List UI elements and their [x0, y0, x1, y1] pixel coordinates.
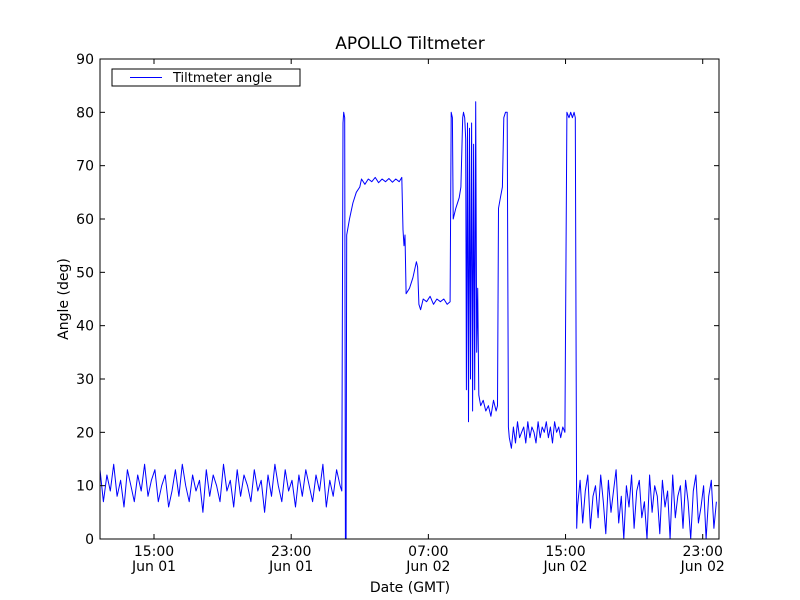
x-tick-label-time: 23:00 [683, 544, 723, 560]
y-tick-label: 20 [76, 425, 94, 441]
x-tick-label-date: Jun 02 [405, 559, 450, 575]
y-tick-label: 40 [76, 319, 94, 335]
legend: Tiltmeter angle [111, 68, 301, 87]
y-axis: 0 10 20 30 40 50 60 70 80 90 [76, 52, 719, 548]
y-tick-label: 90 [76, 52, 94, 68]
y-axis-label: Angle (deg) [56, 258, 72, 340]
axes-frame [99, 58, 720, 540]
y-tick-label: 10 [76, 479, 94, 495]
x-tick-label-date: Jun 01 [268, 559, 313, 575]
x-tick-label-time: 23:00 [271, 544, 311, 560]
y-tick-label: 30 [76, 372, 94, 388]
y-tick-label: 70 [76, 159, 94, 175]
x-tick-label-date: Jun 02 [680, 559, 725, 575]
x-tick-label-date: Jun 01 [131, 559, 176, 575]
plot-area [100, 101, 717, 539]
y-tick-label: 80 [76, 105, 94, 121]
x-tick-label-time: 07:00 [408, 544, 448, 560]
x-tick-label-date: Jun 02 [542, 559, 587, 575]
legend-box [111, 68, 301, 87]
y-tick-label: 0 [85, 532, 94, 548]
x-axis-label: Date (GMT) [370, 580, 450, 596]
chart-title: APOLLO Tiltmeter [335, 34, 485, 54]
series-line-tiltmeter-angle [100, 101, 717, 539]
x-tick-label-time: 15:00 [545, 544, 585, 560]
y-tick-label: 60 [76, 212, 94, 228]
x-tick-label-time: 15:00 [134, 544, 174, 560]
legend-entry-tiltmeter-angle: Tiltmeter angle [172, 71, 272, 86]
y-tick-label: 50 [76, 265, 94, 281]
